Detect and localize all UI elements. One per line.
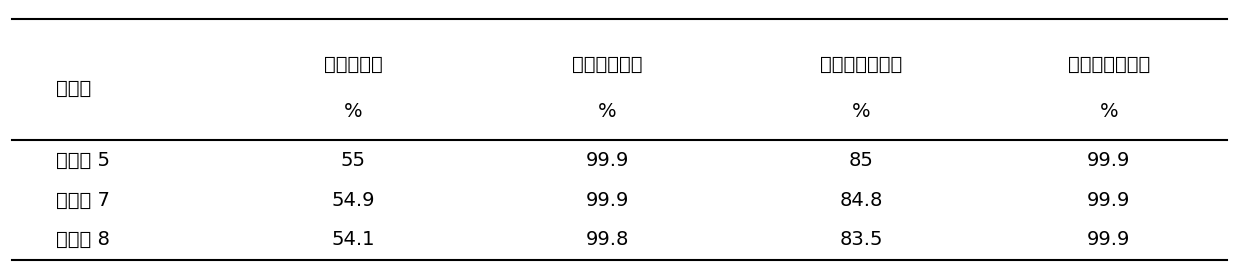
Text: 84.8: 84.8 xyxy=(839,191,883,210)
Text: 酯交换选择性: 酯交换选择性 xyxy=(572,55,642,74)
Text: %: % xyxy=(1099,102,1119,121)
Text: 苯酚转化率: 苯酚转化率 xyxy=(323,55,383,74)
Text: 99.9: 99.9 xyxy=(1087,230,1131,249)
Text: %: % xyxy=(343,102,363,121)
Text: %: % xyxy=(851,102,871,121)
Text: 碳酸二苯酯产率: 碳酸二苯酯产率 xyxy=(820,55,902,74)
Text: 85: 85 xyxy=(849,151,873,170)
Text: 99.8: 99.8 xyxy=(585,230,629,249)
Text: 碳酸二苯酯纯度: 碳酸二苯酯纯度 xyxy=(1068,55,1150,74)
Text: 99.9: 99.9 xyxy=(1087,151,1131,170)
Text: 催化剑 7: 催化剑 7 xyxy=(56,191,109,210)
Text: 54.1: 54.1 xyxy=(331,230,375,249)
Text: 催化剑: 催化剑 xyxy=(56,79,90,98)
Text: %: % xyxy=(597,102,617,121)
Text: 催化剑 8: 催化剑 8 xyxy=(56,230,109,249)
Text: 99.9: 99.9 xyxy=(1087,191,1131,210)
Text: 55: 55 xyxy=(341,151,366,170)
Text: 99.9: 99.9 xyxy=(585,151,629,170)
Text: 催化剑 5: 催化剑 5 xyxy=(56,151,110,170)
Text: 54.9: 54.9 xyxy=(331,191,375,210)
Text: 99.9: 99.9 xyxy=(585,191,629,210)
Text: 83.5: 83.5 xyxy=(839,230,883,249)
